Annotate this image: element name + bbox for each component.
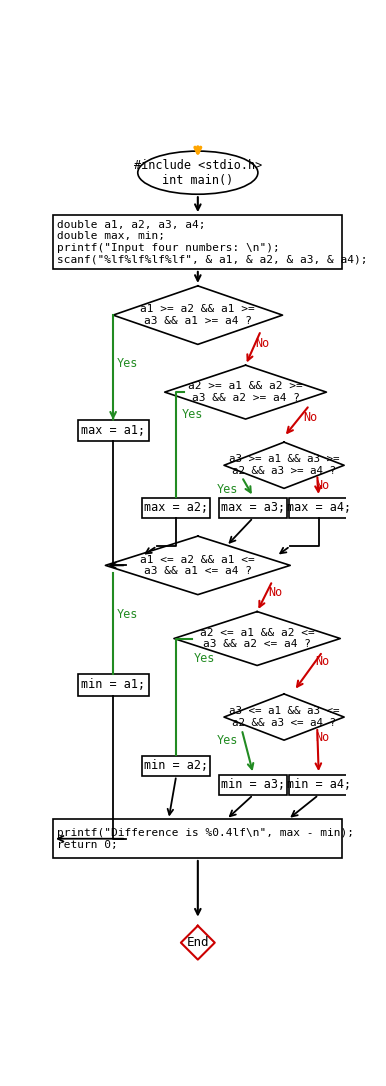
Bar (53, 820, 342, 858)
Text: No: No (315, 656, 329, 669)
Text: No: No (255, 337, 269, 350)
Text: max = a4;: max = a4; (287, 501, 351, 514)
Text: min = a3;: min = a3; (221, 779, 285, 792)
Text: a3 <= a1 && a3 <=
a2 && a3 <= a4 ?: a3 <= a1 && a3 <= a2 && a3 <= a4 ? (229, 706, 339, 728)
Bar (219, 497, 287, 518)
Text: No: No (315, 479, 329, 492)
Text: No: No (269, 586, 283, 599)
Polygon shape (224, 442, 344, 489)
Text: max = a1;: max = a1; (81, 425, 145, 438)
Text: double a1, a2, a3, a4;
double max, min;
printf("Input four numbers: \n");
scanf(: double a1, a2, a3, a4; double max, min; … (57, 219, 367, 264)
Bar (219, 774, 287, 795)
Text: No: No (303, 411, 318, 424)
Text: Yes: Yes (117, 608, 138, 621)
Text: Yes: Yes (194, 653, 215, 666)
Bar (290, 774, 348, 795)
Text: printf("Difference is %0.4lf\n", max - min);
return 0;: printf("Difference is %0.4lf\n", max - m… (57, 828, 354, 849)
Polygon shape (174, 611, 340, 666)
Text: #include <stdio.h>
int main(): #include <stdio.h> int main() (134, 159, 262, 187)
Polygon shape (105, 536, 290, 595)
Bar (53, 215, 342, 269)
Text: a1 >= a2 && a1 >=
a3 && a1 >= a4 ?: a1 >= a2 && a1 >= a3 && a1 >= a4 ? (141, 304, 255, 326)
Ellipse shape (138, 151, 258, 194)
Text: End: End (186, 936, 209, 949)
Polygon shape (181, 925, 215, 960)
Text: Yes: Yes (217, 734, 238, 747)
Text: min = a2;: min = a2; (144, 759, 208, 772)
Text: max = a2;: max = a2; (144, 501, 208, 514)
Text: Yes: Yes (217, 483, 238, 496)
Bar (290, 497, 348, 518)
Polygon shape (113, 286, 283, 344)
Text: a2 >= a1 && a2 >=
a3 && a2 >= a4 ?: a2 >= a1 && a2 >= a3 && a2 >= a4 ? (188, 381, 303, 403)
Text: a2 <= a1 && a2 <=
a3 && a2 <= a4 ?: a2 <= a1 && a2 <= a3 && a2 <= a4 ? (200, 628, 315, 649)
Text: min = a1;: min = a1; (81, 679, 145, 691)
Text: min = a4;: min = a4; (287, 779, 351, 792)
Bar (142, 497, 210, 518)
Polygon shape (165, 365, 327, 419)
Text: Yes: Yes (182, 407, 203, 420)
Text: a3 >= a1 && a3 >=
a2 && a3 >= a4 ?: a3 >= a1 && a3 >= a2 && a3 >= a4 ? (229, 454, 339, 476)
Bar (78, 674, 149, 695)
Text: No: No (315, 731, 329, 744)
Text: Yes: Yes (117, 357, 138, 370)
Text: max = a3;: max = a3; (221, 501, 285, 514)
Text: a1 <= a2 && a1 <=
a3 && a1 <= a4 ?: a1 <= a2 && a1 <= a3 && a1 <= a4 ? (141, 555, 255, 577)
Bar (78, 420, 149, 441)
Polygon shape (224, 694, 344, 741)
Bar (142, 756, 210, 775)
